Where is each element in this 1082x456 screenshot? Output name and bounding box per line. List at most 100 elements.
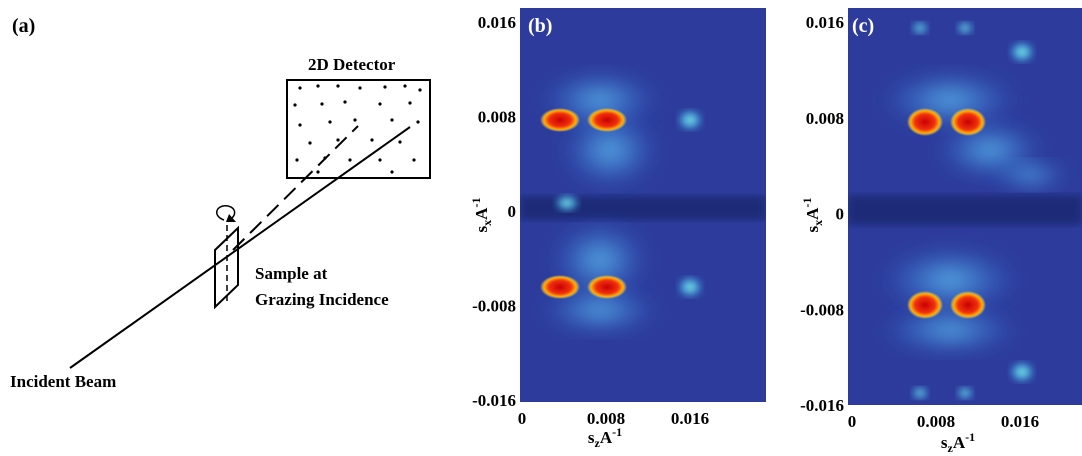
diffuse-scatter — [540, 285, 660, 335]
diffuse-scatter — [880, 245, 1020, 315]
y-tick-label: 0.008 — [806, 109, 844, 128]
detector-dot — [298, 123, 302, 127]
detector-dot — [336, 138, 340, 142]
weak-peak — [957, 22, 973, 34]
detector-dot — [416, 120, 420, 124]
axis-label: szA-1 — [941, 430, 975, 455]
detector-dot — [358, 86, 362, 90]
x-tick-label: 0.008 — [917, 412, 955, 431]
diffuse-scatter — [560, 110, 660, 190]
strong-peak — [587, 108, 627, 132]
axis-superscript: -1 — [965, 430, 975, 444]
arrow-head — [226, 214, 236, 222]
detector-dot — [378, 158, 382, 162]
y-tick-label: -0.008 — [472, 297, 516, 316]
y-tick-label: 0.016 — [806, 13, 844, 32]
axis-subscript: z — [595, 436, 601, 450]
panel-label: (c) — [852, 15, 874, 37]
detector-dot — [348, 158, 352, 162]
map-content — [848, 8, 1082, 405]
detector-dot — [308, 141, 312, 145]
y-tick-label: 0.008 — [478, 108, 516, 127]
y-tick-label: 0 — [836, 205, 845, 224]
sample — [214, 225, 239, 310]
axis-unit: A — [803, 207, 822, 220]
strong-peak — [907, 291, 943, 319]
schematic — [69, 79, 431, 369]
weak-peak — [678, 110, 702, 130]
strong-peak — [950, 108, 986, 136]
detector-dot — [295, 158, 299, 162]
axis-subscript: x — [811, 220, 825, 226]
strong-peak — [540, 275, 580, 299]
strong-peak — [907, 108, 943, 136]
detector-dot — [378, 102, 382, 106]
y-tick-label: -0.016 — [472, 391, 516, 410]
x-tick-label: 0 — [848, 412, 857, 431]
detector-dot — [328, 120, 332, 124]
strong-peak — [540, 108, 580, 132]
weak-peak — [1010, 362, 1034, 382]
axis-symbol: s — [803, 225, 822, 232]
detector-dot — [293, 103, 297, 107]
x-tick-label: 0 — [518, 409, 527, 428]
sample-label: Sample at — [255, 264, 328, 283]
detector-box — [286, 79, 431, 179]
map-content — [520, 8, 766, 402]
strong-peak — [950, 291, 986, 319]
axis-symbol: s — [941, 433, 948, 452]
weak-peak — [555, 195, 579, 211]
axis-superscript: -1 — [800, 198, 814, 208]
detector-dot — [412, 158, 416, 162]
detector-dot — [343, 100, 347, 104]
axis-label: szA-1 — [588, 425, 622, 450]
detector-label: 2D Detector — [308, 55, 396, 74]
y-tick-label: 0 — [508, 202, 517, 221]
detector-dot — [353, 118, 357, 122]
axis-subscript: x — [480, 220, 494, 226]
x-tick-label: 0.008 — [587, 409, 625, 428]
beamstop-band — [848, 195, 1082, 225]
axis-label: sxA-1 — [469, 198, 494, 233]
detector-dot — [390, 118, 394, 122]
panel-label: (a) — [12, 15, 35, 37]
detector-dot — [398, 140, 402, 144]
weak-peak — [957, 387, 973, 399]
detector-dot — [336, 84, 340, 88]
diffuse-scatter — [990, 160, 1070, 190]
axis-symbol: s — [588, 428, 595, 447]
strong-peak — [587, 275, 627, 299]
y-tick-label: -0.016 — [800, 396, 844, 415]
sample-label: Grazing Incidence — [255, 290, 389, 309]
weak-peak — [912, 387, 928, 399]
weak-peak — [1010, 42, 1034, 62]
detector-dot — [298, 86, 302, 90]
axis-subscript: z — [948, 441, 954, 455]
panel-label: (b) — [528, 15, 552, 37]
axis-superscript: -1 — [469, 198, 483, 208]
y-tick-label: 0.016 — [478, 13, 516, 32]
detector-dot — [316, 170, 320, 174]
x-tick-label: 0.016 — [671, 409, 709, 428]
axis-symbol: s — [472, 225, 491, 232]
weak-peak — [912, 22, 928, 34]
incident-beam-line — [69, 126, 411, 369]
rotation-arrow — [216, 205, 236, 221]
axis-unit: A — [472, 207, 491, 220]
detector-dots — [293, 84, 422, 174]
diffuse-scatter — [880, 305, 1020, 355]
detector-dot — [403, 84, 407, 88]
weak-peak — [678, 277, 702, 297]
axis-unit: A — [953, 433, 966, 452]
detector-dot — [418, 88, 422, 92]
y-tick-label: -0.008 — [800, 300, 844, 319]
reflected-beam — [232, 125, 359, 251]
detector-dot — [320, 102, 324, 106]
beam-label: Incident Beam — [10, 372, 116, 391]
axis-superscript: -1 — [612, 425, 622, 439]
detector-dot — [390, 170, 394, 174]
detector-dot — [316, 84, 320, 88]
